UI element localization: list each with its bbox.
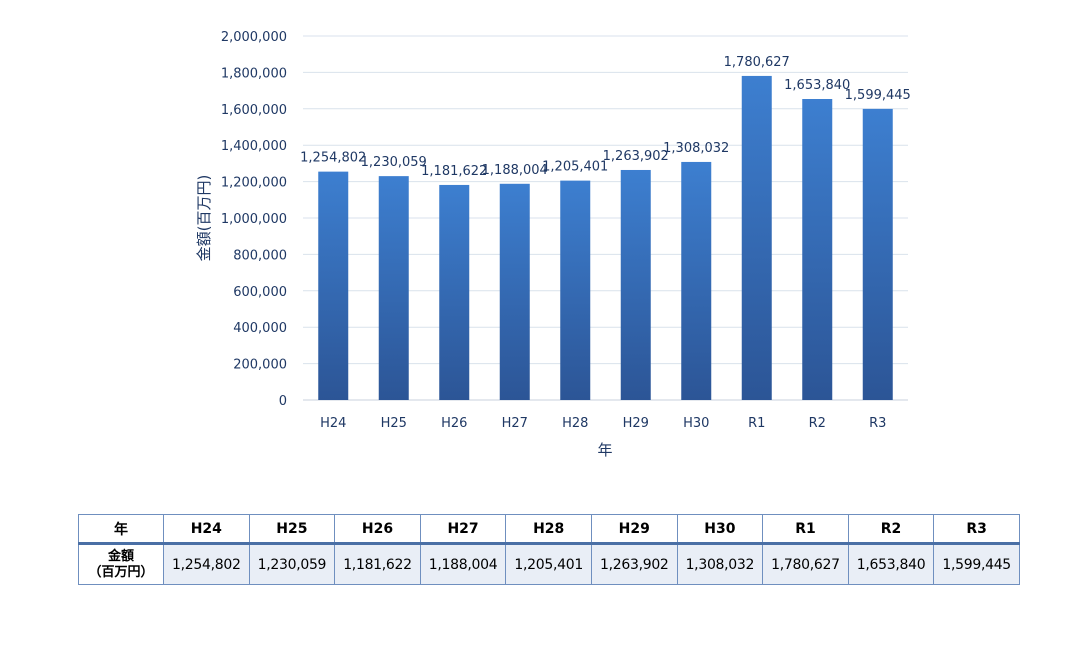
bars	[318, 75, 893, 401]
bar	[802, 99, 833, 400]
table-cell: 1,653,840	[847, 543, 935, 585]
table-col-header: H28	[505, 514, 592, 545]
y-axis-title: 金額(百万円)	[195, 175, 213, 262]
data-label: 1,230,059	[361, 155, 427, 170]
table-cell: 1,188,004	[419, 543, 507, 585]
table-col-header: H26	[334, 514, 421, 545]
x-tick-label: H27	[502, 416, 528, 431]
row-label-line1: 金額	[107, 548, 134, 564]
table-col-header: H24	[163, 514, 250, 545]
y-tick-label: 0	[279, 394, 287, 409]
table-cell: 1,780,627	[762, 543, 849, 585]
x-tick-label: H26	[441, 416, 467, 431]
y-tick-label: 1,400,000	[221, 139, 287, 154]
y-tick-label: 400,000	[233, 321, 287, 336]
x-tick-label: R1	[748, 416, 765, 431]
table-header-label: 年	[78, 514, 164, 545]
data-label: 1,263,902	[603, 149, 669, 164]
data-table: 年 H24 H25 H26 H27 H28 H29 H30 R1 R2 R3 金…	[78, 514, 1020, 585]
bar	[620, 169, 651, 400]
x-tick-label: R3	[869, 416, 886, 431]
bar	[681, 161, 712, 400]
y-tick-label: 2,000,000	[221, 30, 287, 45]
bar	[560, 180, 591, 400]
table-col-header: H29	[590, 514, 678, 545]
y-tick-label: 800,000	[233, 248, 287, 263]
table-cell: 1,205,401	[505, 543, 592, 585]
data-label: 1,205,401	[542, 160, 608, 175]
x-tick-label: H24	[320, 416, 346, 431]
x-axis-title: 年	[597, 441, 612, 459]
table-row: 金額 （百万円） 1,254,802 1,230,059 1,181,622 1…	[78, 543, 1020, 585]
data-label: 1,599,445	[845, 88, 911, 103]
table-cell: 1,263,902	[590, 543, 678, 585]
bar	[499, 183, 530, 400]
data-label: 1,780,627	[724, 55, 790, 70]
y-tick-label: 200,000	[233, 358, 287, 373]
x-tick-label: H25	[381, 416, 407, 431]
x-tick-label: H29	[623, 416, 649, 431]
bar	[439, 184, 470, 400]
row-label-line2: （百万円）	[88, 564, 154, 580]
y-tick-label: 1,600,000	[221, 103, 287, 118]
table-col-header: H30	[676, 514, 764, 545]
y-tick-label: 1,800,000	[221, 66, 287, 81]
bar	[741, 75, 772, 400]
y-tick-label: 1,200,000	[221, 176, 287, 191]
bar	[318, 171, 349, 400]
table-col-header: R3	[933, 514, 1020, 545]
data-labels: 1,254,8021,230,0591,181,6221,188,0041,20…	[300, 55, 911, 179]
x-tick-label: H30	[683, 416, 709, 431]
table-col-header: H25	[248, 514, 336, 545]
table-row-label: 金額 （百万円）	[78, 543, 164, 585]
table-cell: 1,181,622	[334, 543, 421, 585]
table-cell: 1,308,032	[676, 543, 764, 585]
table-cell: 1,230,059	[248, 543, 336, 585]
table-col-header: H27	[419, 514, 507, 545]
table-cell: 1,599,445	[933, 543, 1020, 585]
x-axis-ticks: H24 H25 H26 H27 H28 H29 H30 R1 R2 R3	[320, 416, 886, 431]
bar	[378, 176, 409, 400]
y-axis-ticks: 0 200,000 400,000 600,000 800,000 1,000,000 1,…	[221, 30, 287, 409]
table-header-row: 年 H24 H25 H26 H27 H28 H29 H30 R1 R2 R3	[78, 514, 1020, 545]
table-col-header: R1	[762, 514, 849, 545]
y-tick-label: 1,000,000	[221, 212, 287, 227]
table-cell: 1,254,802	[163, 543, 250, 585]
bar	[862, 108, 893, 401]
bar-chart: 0 200,000 400,000 600,000 800,000 1,000,000 1,…	[195, 30, 911, 459]
data-label: 1,254,802	[300, 151, 366, 166]
data-label: 1,308,032	[663, 141, 729, 156]
x-tick-label: R2	[809, 416, 826, 431]
data-label: 1,181,622	[421, 164, 487, 179]
table-col-header: R2	[847, 514, 935, 545]
data-label: 1,653,840	[784, 78, 850, 93]
data-label: 1,188,004	[482, 163, 548, 178]
y-tick-label: 600,000	[233, 285, 287, 300]
x-tick-label: H28	[562, 416, 588, 431]
